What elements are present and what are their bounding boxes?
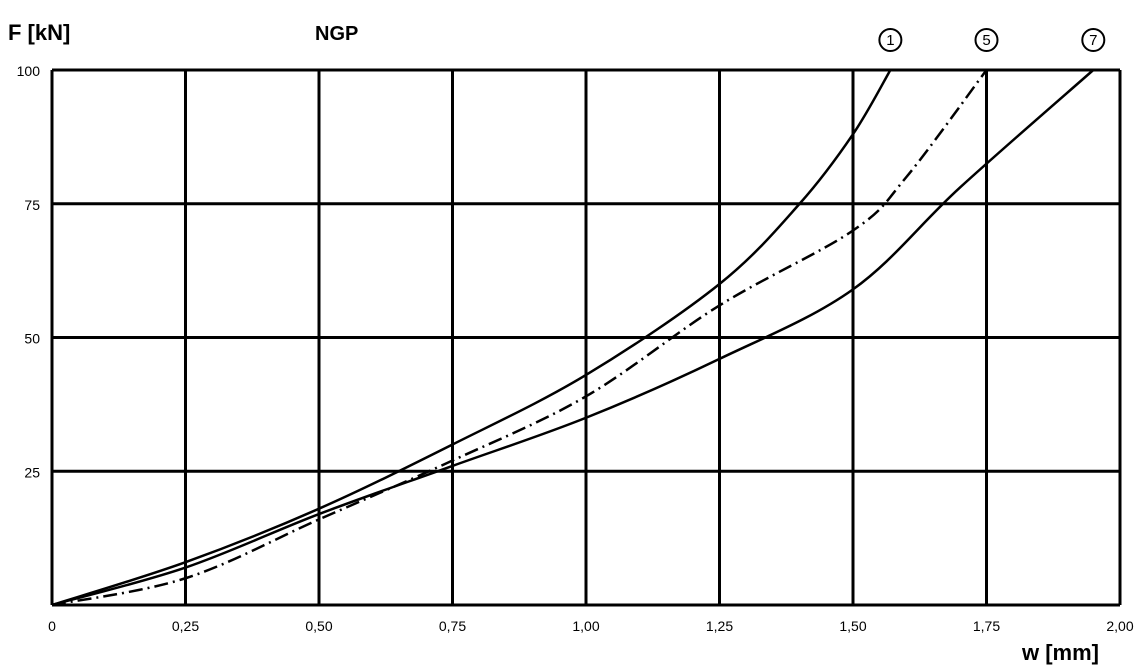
x-tick-label: 1,00 [572, 618, 599, 634]
series-marker-label: 1 [886, 32, 894, 49]
x-tick-label: 1,25 [706, 618, 733, 634]
y-tick-label: 100 [17, 63, 41, 79]
y-tick-label: 25 [24, 464, 40, 480]
x-tick-label: 0,75 [439, 618, 466, 634]
y-axis-label: F [kN] [8, 20, 70, 45]
grid [52, 70, 1120, 605]
x-tick-label: 1,75 [973, 618, 1000, 634]
x-tick-label: 0 [48, 618, 56, 634]
x-tick-label: 0,25 [172, 618, 199, 634]
series-marker-label: 7 [1089, 32, 1097, 49]
y-tick-label: 75 [24, 197, 40, 213]
x-axis-label: w [mm] [1021, 640, 1099, 665]
series-markers: 1 5 7 [879, 29, 1104, 51]
chart-title: NGP [315, 23, 358, 45]
x-tick-label: 0,50 [305, 618, 332, 634]
x-tick-label: 1,50 [839, 618, 866, 634]
series-marker-label: 5 [982, 32, 990, 49]
y-tick-label: 50 [24, 331, 40, 347]
x-tick-label: 2,00 [1106, 618, 1133, 634]
